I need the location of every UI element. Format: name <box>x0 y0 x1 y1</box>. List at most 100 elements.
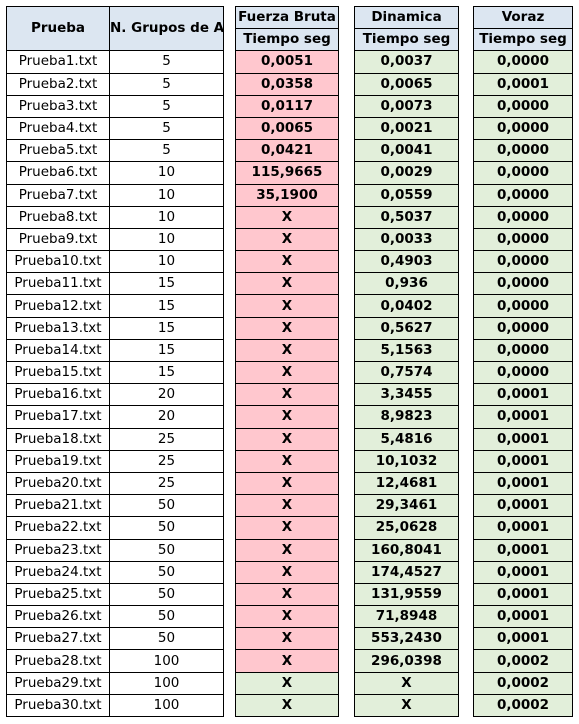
table-row: 0,0559 <box>354 183 459 207</box>
table-row: X <box>235 316 339 340</box>
table-row: X <box>235 294 339 318</box>
voraz-time: 0,0000 <box>473 338 573 363</box>
agent-groups-count: 100 <box>109 671 224 695</box>
agent-groups-count: 50 <box>109 582 224 607</box>
test-file-name: Prueba20.txt <box>6 471 110 496</box>
table-row: 0,0421 <box>235 139 339 163</box>
table-row: Prueba10.txt 10 <box>6 250 224 274</box>
fuerza-bruta-time: X <box>235 627 339 651</box>
table-row: X <box>235 427 339 451</box>
dinamica-time: 0,0037 <box>354 50 459 74</box>
agent-groups-count: 5 <box>109 94 224 118</box>
fuerza-bruta-time: 0,0065 <box>235 116 339 141</box>
voraz-time: 0,0002 <box>473 649 573 673</box>
voraz-table: Voraz Tiempo seg 0,0000 0,0001 0,0000 0,000… <box>473 5 573 718</box>
voraz-time: 0,0000 <box>473 205 573 229</box>
table-row: X <box>235 582 339 607</box>
fuerza-bruta-time: X <box>235 582 339 607</box>
table-row: X <box>235 360 339 385</box>
agent-groups-count: 10 <box>109 161 224 185</box>
agent-groups-count: 50 <box>109 494 224 518</box>
fuerza-bruta-time: 0,0358 <box>235 72 339 96</box>
fuerza-bruta-time: X <box>235 227 339 252</box>
fuerza-bruta-time: X <box>235 360 339 385</box>
table-row: Prueba5.txt 5 <box>6 139 224 163</box>
voraz-time: 0,0001 <box>473 72 573 96</box>
table-row: 0,0001 <box>473 449 573 473</box>
agent-groups-count: 20 <box>109 383 224 407</box>
table-row: 0,0001 <box>473 605 573 629</box>
agent-groups-count: 50 <box>109 516 224 540</box>
table-row: 5,1563 <box>354 338 459 363</box>
dinamica-time: 0,0402 <box>354 294 459 318</box>
dinamica-time: 296,0398 <box>354 649 459 673</box>
voraz-time: 0,0001 <box>473 494 573 518</box>
table-row: Prueba28.txt 100 <box>6 649 224 673</box>
table-row: Prueba1.txt 5 <box>6 50 224 74</box>
table-row: 174,4527 <box>354 560 459 584</box>
table-row: 0,0358 <box>235 72 339 96</box>
voraz-time: 0,0001 <box>473 405 573 429</box>
dinamica-time: 29,3461 <box>354 494 459 518</box>
dinamica-time: 0,0559 <box>354 183 459 207</box>
agent-groups-count: 5 <box>109 50 224 74</box>
header-row: Prueba N. Grupos de Agentes <box>6 5 224 52</box>
fuerza-bruta-time: X <box>235 693 339 718</box>
header-vor-tiempo: Tiempo seg <box>473 28 573 52</box>
fuerza-bruta-time: X <box>235 605 339 629</box>
fuerza-bruta-time: X <box>235 516 339 540</box>
dinamica-time: 12,4681 <box>354 471 459 496</box>
table-row: Prueba17.txt 20 <box>6 405 224 429</box>
agent-groups-count: 15 <box>109 338 224 363</box>
table-row: Prueba11.txt 15 <box>6 272 224 296</box>
test-file-name: Prueba6.txt <box>6 161 110 185</box>
table-row: X <box>354 671 459 695</box>
table-row: Prueba29.txt 100 <box>6 671 224 695</box>
fuerza-bruta-time: X <box>235 538 339 562</box>
table-row: X <box>235 338 339 363</box>
test-file-name: Prueba25.txt <box>6 582 110 607</box>
table-row: Prueba18.txt 25 <box>6 427 224 451</box>
table-row: 12,4681 <box>354 471 459 496</box>
agent-groups-count: 10 <box>109 183 224 207</box>
voraz-time: 0,0000 <box>473 116 573 141</box>
agent-groups-count: 50 <box>109 627 224 651</box>
table-row: X <box>235 538 339 562</box>
table-row: 0,0001 <box>473 538 573 562</box>
fuerza-bruta-time: X <box>235 560 339 584</box>
test-file-name: Prueba18.txt <box>6 427 110 451</box>
table-row: X <box>235 383 339 407</box>
table-row: 25,0628 <box>354 516 459 540</box>
dinamica-time: 71,8948 <box>354 605 459 629</box>
agent-groups-count: 20 <box>109 405 224 429</box>
table-row: 0,0065 <box>235 116 339 141</box>
table-row: X <box>235 405 339 429</box>
table-row: X <box>235 560 339 584</box>
table-row: X <box>235 272 339 296</box>
test-file-name: Prueba28.txt <box>6 649 110 673</box>
dinamica-time: 0,0065 <box>354 72 459 96</box>
dinamica-time: X <box>354 671 459 695</box>
fuerza-bruta-time: 0,0421 <box>235 139 339 163</box>
table-row: 0,0000 <box>473 94 573 118</box>
fuerza-bruta-time: 0,0051 <box>235 50 339 74</box>
agent-groups-count: 50 <box>109 538 224 562</box>
voraz-time: 0,0001 <box>473 582 573 607</box>
fuerza-bruta-time: 35,1900 <box>235 183 339 207</box>
fuerza-bruta-time: X <box>235 449 339 473</box>
test-file-name: Prueba4.txt <box>6 116 110 141</box>
dinamica-time: 131,9559 <box>354 582 459 607</box>
header-grupos: N. Grupos de Agentes <box>109 5 224 52</box>
fuerza-bruta-time: X <box>235 338 339 363</box>
dinamica-time: 0,0073 <box>354 94 459 118</box>
dinamica-time: 0,0029 <box>354 161 459 185</box>
table-row: 35,1900 <box>235 183 339 207</box>
agent-groups-count: 10 <box>109 205 224 229</box>
table-row: 71,8948 <box>354 605 459 629</box>
dinamica-time: 0,7574 <box>354 360 459 385</box>
table-row: 0,0000 <box>473 316 573 340</box>
table-row: Prueba22.txt 50 <box>6 516 224 540</box>
voraz-time: 0,0002 <box>473 671 573 695</box>
table-row: 0,0001 <box>473 427 573 451</box>
test-file-name: Prueba27.txt <box>6 627 110 651</box>
